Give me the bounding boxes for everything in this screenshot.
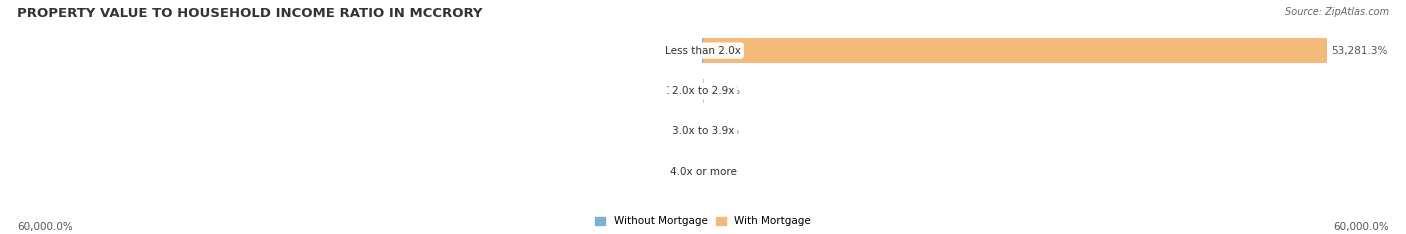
Text: 10.6%: 10.6% (666, 167, 699, 177)
Text: 13.8%: 13.8% (707, 167, 740, 177)
Text: PROPERTY VALUE TO HOUSEHOLD INCOME RATIO IN MCCRORY: PROPERTY VALUE TO HOUSEHOLD INCOME RATIO… (17, 7, 482, 20)
Text: 13.6%: 13.6% (666, 86, 699, 96)
Text: 60,000.0%: 60,000.0% (1333, 222, 1389, 232)
Text: 53,281.3%: 53,281.3% (1331, 46, 1388, 56)
Text: 4.0x or more: 4.0x or more (669, 167, 737, 177)
Text: 11.3%: 11.3% (707, 126, 740, 136)
Legend: Without Mortgage, With Mortgage: Without Mortgage, With Mortgage (595, 216, 811, 227)
Text: 2.0x to 2.9x: 2.0x to 2.9x (672, 86, 734, 96)
Text: 2.1%: 2.1% (673, 126, 699, 136)
Text: Source: ZipAtlas.com: Source: ZipAtlas.com (1285, 7, 1389, 17)
Text: 3.0x to 3.9x: 3.0x to 3.9x (672, 126, 734, 136)
Text: 60,000.0%: 60,000.0% (17, 222, 73, 232)
Text: 68.5%: 68.5% (665, 46, 699, 56)
Text: 65.0%: 65.0% (707, 86, 741, 96)
Bar (703, 38, 1327, 63)
Text: Less than 2.0x: Less than 2.0x (665, 46, 741, 56)
